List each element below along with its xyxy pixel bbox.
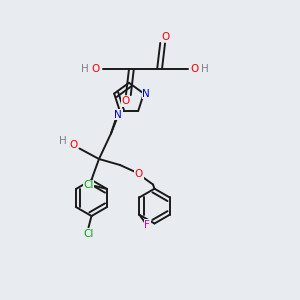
Text: H: H xyxy=(81,64,89,74)
Text: O: O xyxy=(92,64,100,74)
Text: O: O xyxy=(190,64,198,74)
Text: F: F xyxy=(144,220,150,230)
Text: O: O xyxy=(135,169,143,179)
Text: H: H xyxy=(59,136,67,146)
Text: Cl: Cl xyxy=(83,180,94,190)
Text: Cl: Cl xyxy=(83,229,94,239)
Text: N: N xyxy=(142,88,150,99)
Text: N: N xyxy=(115,110,122,120)
Text: H: H xyxy=(201,64,209,74)
Text: O: O xyxy=(69,140,78,151)
Text: O: O xyxy=(161,32,169,42)
Text: O: O xyxy=(122,96,130,106)
